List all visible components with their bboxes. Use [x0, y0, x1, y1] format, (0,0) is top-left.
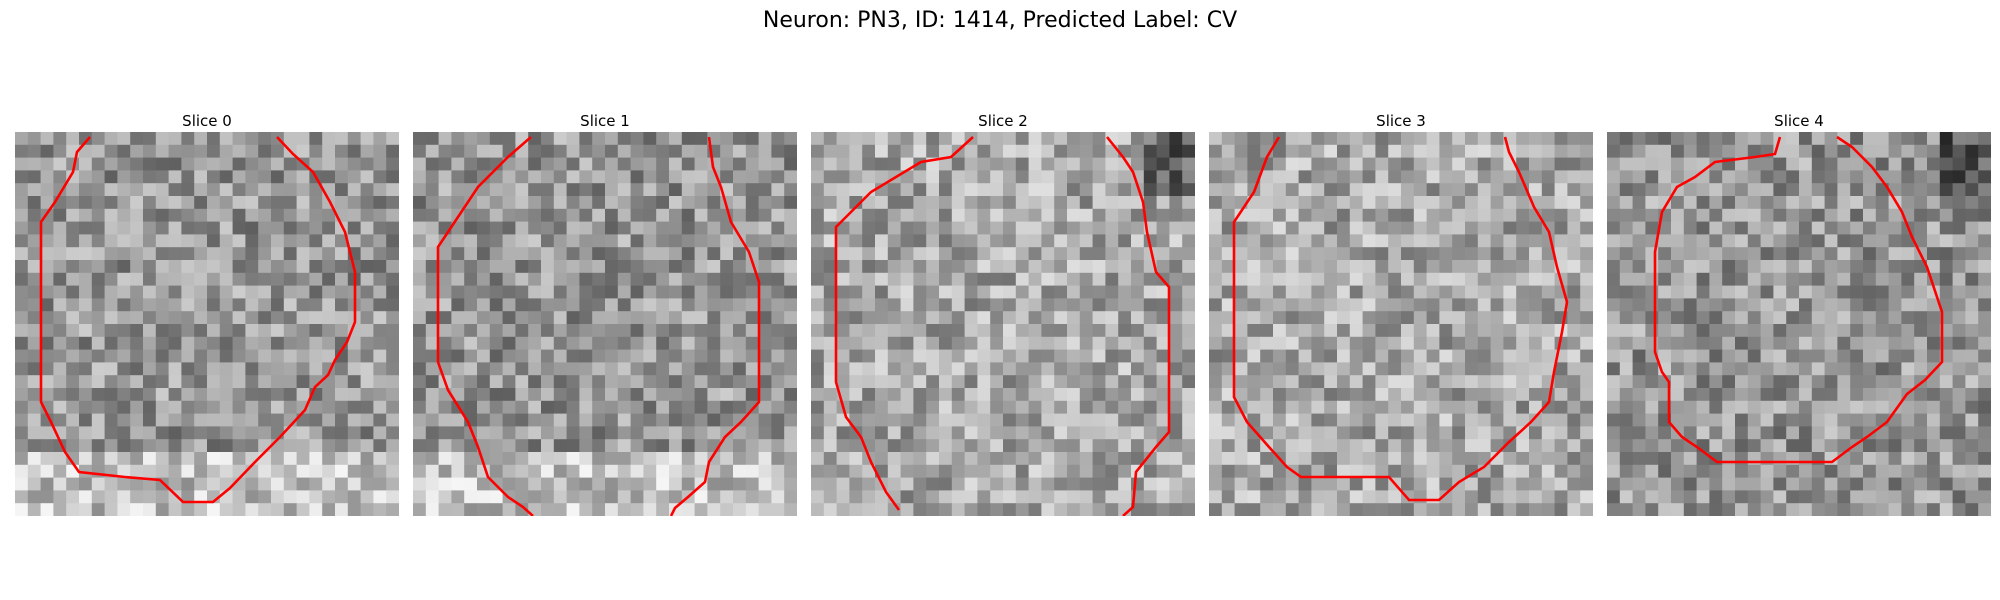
neuron-contour [1105, 136, 1171, 516]
slice-title: Slice 0 [182, 112, 232, 130]
slice-title: Slice 3 [1376, 112, 1426, 130]
neuron-contour [834, 136, 974, 511]
slice-title: Slice 4 [1774, 112, 1824, 130]
slice-image [15, 132, 399, 516]
slice-panel-0: Slice 0 [15, 110, 399, 516]
neuron-contour [1653, 135, 1944, 464]
neuron-contour [39, 136, 357, 504]
slice-panel-3: Slice 3 [1209, 110, 1593, 516]
slice-image [1209, 132, 1593, 516]
neuron-contour [669, 136, 761, 516]
slice-panel-1: Slice 1 [413, 110, 797, 516]
slice-panel-2: Slice 2 [811, 110, 1195, 516]
neuron-contour [436, 136, 534, 516]
slice-title: Slice 2 [978, 112, 1028, 130]
slice-panel-4: Slice 4 [1607, 110, 1991, 516]
slice-title: Slice 1 [580, 112, 630, 130]
slice-image [413, 132, 797, 516]
neuron-contour [1232, 136, 1569, 502]
slice-image [1607, 132, 1991, 516]
slice-image [811, 132, 1195, 516]
figure-title: Neuron: PN3, ID: 1414, Predicted Label: … [762, 8, 1238, 33]
